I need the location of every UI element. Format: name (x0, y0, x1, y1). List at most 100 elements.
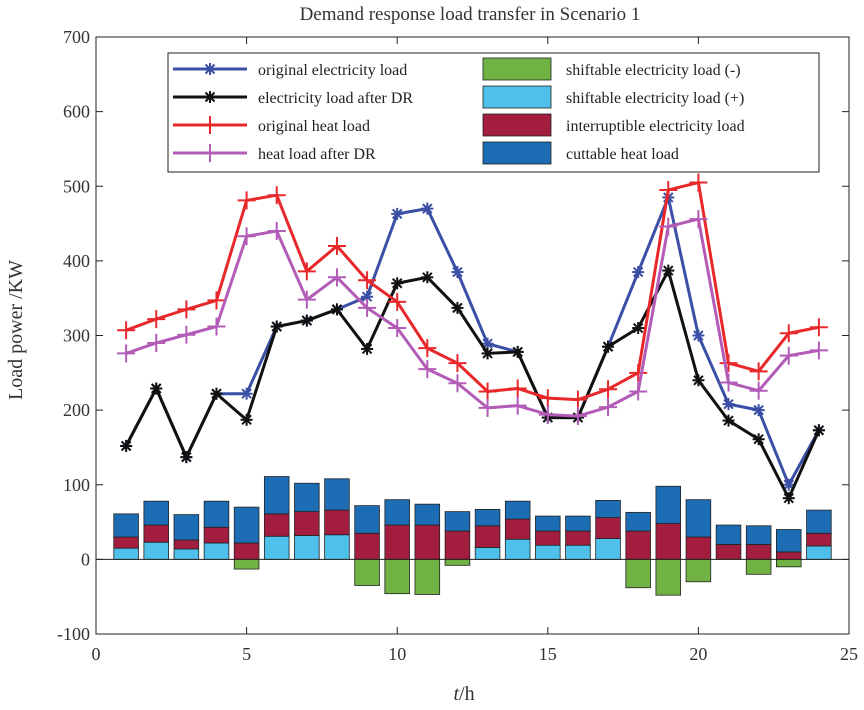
legend-item-original-electricity-load: original electricity load (173, 62, 407, 79)
legend-label-original-heat-load: original heat load (258, 118, 370, 135)
legend-marker-electricity-load-after-dr (204, 91, 216, 103)
y-tick-label-600: 600 (63, 102, 90, 122)
point-electricity-load-after-dr-14 (511, 345, 524, 358)
point-heat-load-after-dr-14 (508, 396, 527, 415)
bar-series-group (96, 476, 849, 596)
x-axis-label-var: t (453, 683, 459, 705)
legend-label-interruptible-electricity-load: interruptible electricity load (566, 118, 745, 135)
x-tick-label-5: 5 (242, 644, 251, 664)
bar-interruptible-electricity-load-16 (565, 530, 591, 546)
bar-interruptible-electricity-load-3 (173, 539, 200, 550)
legend-marker-original-heat-load (201, 116, 219, 134)
point-original-heat-load-14 (508, 379, 527, 398)
legend-item-original-heat-load: original heat load (173, 116, 370, 135)
bar-cuttable-heat-load-15 (535, 515, 561, 532)
point-electricity-load-after-dr-19 (662, 264, 675, 277)
point-original-heat-load-5 (237, 191, 256, 210)
legend-item-shiftable-electricity-load: shiftable electricity load (+) (482, 85, 744, 109)
bar-shiftable-electricity-load-2 (143, 541, 169, 560)
point-heat-load-after-dr-12 (448, 374, 467, 393)
bar-interruptible-electricity-load-20 (685, 536, 712, 560)
bar-cuttable-heat-load-22 (745, 525, 772, 545)
bar-cuttable-heat-load-19 (655, 485, 682, 524)
bar-interruptible-electricity-load-23 (776, 551, 802, 560)
bar-interruptible-electricity-load-4 (203, 526, 230, 544)
point-electricity-load-after-dr-5 (240, 413, 253, 426)
point-original-heat-load-20 (689, 173, 708, 192)
bar-interruptible-electricity-load-18 (625, 530, 651, 560)
point-electricity-load-after-dr-11 (421, 271, 434, 284)
point-electricity-load-after-dr-21 (722, 414, 735, 427)
bar-shiftable-electricity-load-14 (504, 538, 531, 560)
bar-shiftable-electricity-load-16 (565, 544, 591, 560)
bar-cuttable-heat-load-7 (294, 482, 320, 513)
x-axis-label-unit: h (465, 683, 475, 705)
point-original-heat-load-7 (297, 262, 316, 281)
point-heat-load-after-dr-19 (659, 217, 678, 236)
legend-label-shiftable-electricity-load: shiftable electricity load (+) (566, 90, 744, 107)
y-tick-label-400: 400 (63, 251, 90, 271)
point-original-heat-load-1 (117, 321, 136, 340)
point-original-heat-load-19 (659, 180, 678, 199)
point-heat-load-after-dr-17 (599, 398, 618, 417)
point-original-electricity-load-10 (391, 207, 404, 220)
point-electricity-load-after-dr-4 (210, 387, 223, 400)
point-electricity-load-after-dr-2 (150, 382, 163, 395)
x-tick-label-0: 0 (92, 644, 101, 664)
legend-item-cuttable-heat-load: cuttable heat load (482, 141, 679, 165)
legend-label-cuttable-heat-load: cuttable heat load (566, 146, 679, 163)
point-original-electricity-load-5 (240, 387, 253, 400)
bar-shiftable-electricity-load-neg-23 (776, 558, 802, 568)
point-electricity-load-after-dr-22 (752, 433, 765, 446)
bar-shiftable-electricity-load-3 (173, 548, 200, 560)
point-electricity-load-after-dr-3 (180, 451, 193, 464)
bar-cuttable-heat-load-4 (203, 500, 230, 528)
bar-shiftable-electricity-load-17 (595, 538, 621, 560)
bar-cuttable-heat-load-8 (324, 478, 350, 511)
legend-item-electricity-load-after-dr: electricity load after DR (173, 90, 413, 107)
bar-cuttable-heat-load-20 (685, 499, 712, 538)
bar-cuttable-heat-load-12 (444, 511, 471, 532)
bar-shiftable-electricity-load-7 (294, 535, 320, 560)
point-heat-load-after-dr-15 (538, 405, 557, 424)
line-original-heat-load (125, 181, 820, 402)
bar-cuttable-heat-load-16 (565, 515, 591, 532)
point-electricity-load-after-dr-24 (812, 424, 825, 437)
point-original-heat-load-3 (177, 300, 196, 319)
y-tick-label-100: 100 (63, 475, 90, 495)
y-tick-label-300: 300 (63, 326, 90, 346)
bar-cuttable-heat-load-2 (143, 500, 169, 526)
point-original-electricity-load-22 (752, 404, 765, 417)
bar-cuttable-heat-load-13 (474, 508, 501, 527)
bar-interruptible-electricity-load-22 (745, 544, 772, 560)
bar-interruptible-electricity-load-19 (655, 523, 682, 560)
bar-cuttable-heat-load-11 (414, 503, 441, 526)
legend-bar-swatch (482, 141, 552, 165)
x-tick-label-25: 25 (840, 644, 858, 664)
point-original-heat-load-16 (568, 390, 587, 409)
bar-interruptible-electricity-load-7 (294, 511, 320, 536)
point-heat-load-after-dr-18 (629, 382, 648, 401)
bar-interruptible-electricity-load-24 (806, 532, 832, 547)
point-original-electricity-load-20 (692, 329, 705, 342)
bar-shiftable-electricity-load-neg-12 (444, 558, 471, 566)
y-tick-label-500: 500 (63, 176, 90, 196)
point-original-heat-load-17 (599, 380, 618, 399)
bar-cuttable-heat-load-18 (625, 511, 651, 532)
bar-shiftable-electricity-load-neg-10 (384, 558, 410, 595)
point-original-heat-load-4 (207, 291, 226, 310)
point-heat-load-after-dr-24 (809, 341, 828, 360)
point-heat-load-after-dr-23 (779, 346, 798, 365)
x-tick-label-20: 20 (689, 644, 707, 664)
point-electricity-load-after-dr-23 (782, 492, 795, 505)
point-heat-load-after-dr-16 (568, 407, 587, 426)
point-heat-load-after-dr-4 (207, 317, 226, 336)
bar-interruptible-electricity-load-2 (143, 524, 169, 543)
point-heat-load-after-dr-8 (327, 268, 346, 287)
x-axis-label: t/h (453, 683, 474, 705)
point-electricity-load-after-dr-1 (120, 439, 133, 452)
bar-interruptible-electricity-load-17 (595, 517, 621, 539)
point-electricity-load-after-dr-9 (361, 342, 374, 355)
point-original-electricity-load-23 (782, 478, 795, 491)
bar-cuttable-heat-load-5 (233, 506, 260, 544)
